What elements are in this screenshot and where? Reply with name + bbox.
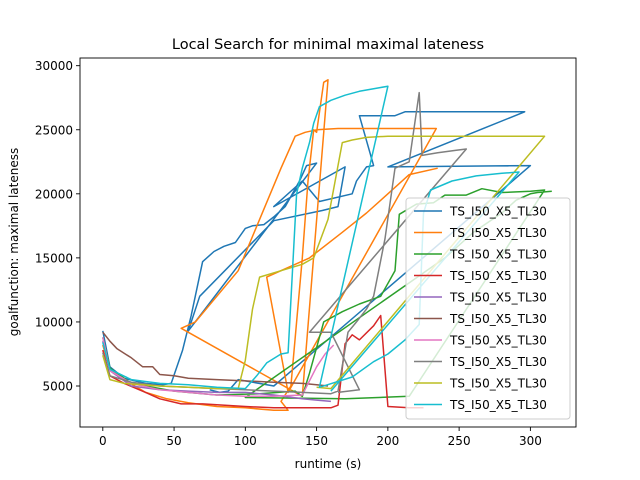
chart-title: Local Search for minimal maximal latenes… bbox=[172, 37, 484, 53]
y-tick-label: 5000 bbox=[42, 380, 73, 394]
x-tick-label: 200 bbox=[376, 434, 399, 448]
x-axis-ticks: 0 50 100 150 200 250 300 bbox=[99, 427, 542, 448]
legend-entry-label: TS_I50_X5_TL30 bbox=[449, 269, 547, 283]
legend-entry-label: TS_I50_X5_TL30 bbox=[449, 205, 547, 219]
legend-entry-label: TS_I50_X5_TL30 bbox=[449, 334, 547, 348]
y-tick-label: 30000 bbox=[35, 59, 73, 73]
legend-entry-label: TS_I50_X5_TL30 bbox=[449, 226, 547, 240]
series-line-2 bbox=[102, 79, 438, 412]
legend: TS_I50_X5_TL30 TS_I50_X5_TL30 TS_I50_X5_TL… bbox=[405, 197, 571, 420]
x-tick-label: 150 bbox=[305, 434, 328, 448]
y-axis-label: goalfunction: maximal lateness bbox=[7, 148, 21, 336]
series-line-9 bbox=[102, 135, 546, 390]
x-tick-label: 250 bbox=[448, 434, 471, 448]
y-tick-label: 25000 bbox=[35, 123, 73, 137]
x-tick-label: 0 bbox=[99, 434, 107, 448]
y-tick-label: 20000 bbox=[35, 187, 73, 201]
series-line-6 bbox=[102, 331, 329, 387]
x-tick-label: 100 bbox=[234, 434, 257, 448]
x-tick-label: 50 bbox=[166, 434, 181, 448]
x-axis-label: runtime (s) bbox=[295, 457, 362, 471]
series-line-5 bbox=[102, 341, 331, 403]
y-axis-ticks: 5000 10000 15000 20000 25000 30000 bbox=[35, 59, 80, 394]
x-tick-label: 300 bbox=[519, 434, 542, 448]
legend-entry-label: TS_I50_X5_TL30 bbox=[449, 291, 547, 305]
legend-entry-label: TS_I50_X5_TL30 bbox=[449, 377, 547, 391]
legend-box bbox=[405, 197, 571, 420]
legend-entry-label: TS_I50_X5_TL30 bbox=[449, 398, 547, 412]
series-line-4 bbox=[102, 314, 424, 409]
plot-frame bbox=[79, 57, 577, 428]
legend-entry-label: TS_I50_X5_TL30 bbox=[449, 355, 547, 369]
series-line-1 bbox=[102, 111, 532, 394]
legend-entry-label: TS_I50_X5_TL30 bbox=[449, 248, 547, 262]
y-tick-label: 10000 bbox=[35, 315, 73, 329]
legend-entry-label: TS_I50_X5_TL30 bbox=[449, 312, 547, 326]
y-tick-label: 15000 bbox=[35, 251, 73, 265]
